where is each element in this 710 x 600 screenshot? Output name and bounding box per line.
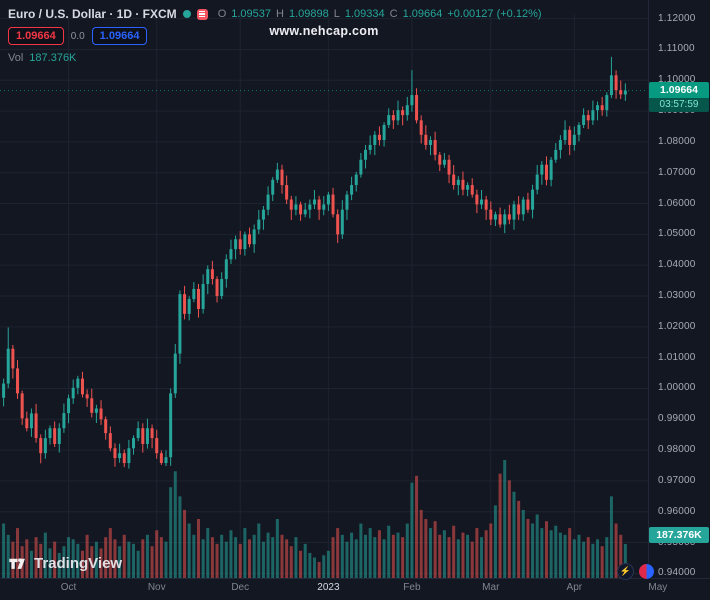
price-axis-label: 1.10000 (658, 74, 696, 86)
tradingview-logo-text: TradingView (34, 555, 123, 572)
price-axis-label: 1.06000 (658, 197, 696, 209)
low-label: L (333, 8, 340, 20)
volume-label[interactable]: Vol (8, 52, 24, 64)
open-label: O (217, 8, 227, 20)
last-price-value: 1.09664 (649, 81, 709, 98)
tradingview-logo-icon (9, 558, 25, 569)
chart-legend: Euro / U.S. Dollar · 1D · FXCM O 1.09537 … (8, 6, 542, 64)
time-axis-label: Mar (482, 582, 500, 593)
high-label: H (276, 8, 284, 20)
price-axis-separator (648, 0, 649, 578)
price-axis-label: 0.99000 (658, 413, 696, 425)
price-axis-label: 1.07000 (658, 166, 696, 178)
price-axis[interactable]: 1.120001.110001.100001.090001.080001.070… (649, 0, 710, 579)
legend-menu-icon[interactable] (196, 8, 208, 20)
floating-buttons: ⚡ (617, 563, 655, 580)
bar-countdown: 03:57:59 (649, 97, 709, 112)
price-axis-label: 1.03000 (658, 290, 696, 301)
tradingview-logo[interactable]: TradingView (8, 554, 122, 573)
price-axis-label: 1.04000 (658, 259, 696, 271)
buy-price-button[interactable]: 1.09664 (91, 27, 148, 45)
time-axis-label: 2023 (317, 582, 340, 593)
last-price-badge: 1.09664 03:57:59 (649, 81, 709, 112)
status-dot-icon[interactable] (182, 10, 191, 18)
price-axis-label: 1.02000 (658, 320, 696, 332)
price-axis-label: 1.01000 (658, 351, 696, 363)
duo-circle-button[interactable] (638, 563, 655, 580)
time-axis-separator (0, 578, 710, 579)
bolt-icon: ⚡ (619, 566, 632, 576)
time-axis-label: Feb (403, 582, 421, 593)
open-value: 1.09537 (231, 8, 272, 20)
symbol-title[interactable]: Euro / U.S. Dollar · 1D · FXCM (8, 7, 177, 21)
sell-price-button[interactable]: 1.09664 (8, 27, 64, 45)
time-axis-label: Apr (566, 582, 583, 593)
price-axis-label: 1.11000 (658, 43, 695, 55)
time-axis-label: Nov (147, 582, 166, 593)
time-axis[interactable]: Oct Nov Dec 2023 Feb Mar Apr May (0, 579, 710, 600)
close-value: 1.09664 (402, 8, 443, 20)
price-axis-label: 0.96000 (658, 505, 696, 517)
price-axis-label: 1.05000 (658, 228, 696, 240)
site-watermark: www.nehcap.com (269, 24, 379, 38)
volume-axis-badge: 187.376K (649, 527, 709, 544)
price-axis-label: 1.12000 (658, 12, 696, 24)
spread-value: 0.0 (70, 30, 85, 42)
high-value: 1.09898 (288, 8, 329, 20)
price-axis-label: 0.94000 (658, 567, 696, 579)
price-axis-label: 0.97000 (658, 474, 696, 486)
time-axis-label: Dec (231, 582, 250, 593)
low-value: 1.09334 (344, 8, 385, 20)
time-axis-label: May (648, 582, 668, 593)
ohlc-readout: O 1.09537 H 1.09898 L 1.09334 C 1.09664 +0.0… (218, 8, 542, 20)
close-label: C (389, 8, 398, 20)
price-axis-label: 0.98000 (658, 444, 696, 456)
price-axis-label: 1.08000 (658, 135, 696, 147)
time-axis-label: Oct (60, 582, 77, 593)
bolt-button[interactable]: ⚡ (617, 563, 634, 580)
change-value: +0.00127 (+0.12%) (447, 8, 542, 20)
volume-value: 187.376K (29, 52, 77, 64)
price-axis-label: 1.00000 (658, 382, 696, 394)
